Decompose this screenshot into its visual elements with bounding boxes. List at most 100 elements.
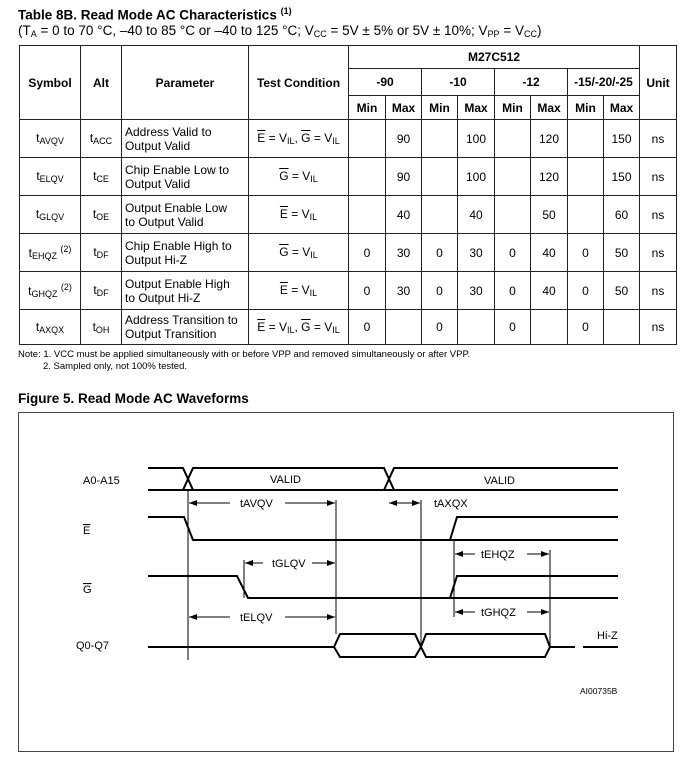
cell-min: [494, 119, 531, 158]
cell-min: 0: [348, 271, 386, 310]
cond-signal: G: [279, 169, 289, 183]
cell-max: 120: [530, 157, 568, 196]
cond-signal: G: [301, 319, 311, 334]
cell-test-condition: E = VIL, G = VIL: [248, 119, 349, 158]
header-max: Max: [603, 95, 640, 120]
cell-symbol: tEHQZ (2): [19, 233, 81, 272]
alt-sub: DF: [96, 288, 109, 298]
table-row: tGHQZ (2) tDF Output Enable High to Output …: [19, 271, 677, 310]
sub-part: A: [30, 29, 37, 39]
cell-min: [567, 195, 604, 234]
sub-part: ): [536, 23, 542, 38]
alt-sub: OE: [96, 212, 110, 222]
cell-max: 50: [530, 195, 568, 234]
alt-sub: CE: [96, 174, 109, 184]
sub-part: = V: [499, 23, 524, 38]
parameter-line: Output Enable Low: [125, 200, 228, 215]
alt-t: t: [93, 245, 97, 259]
sub-part: CC: [313, 29, 327, 39]
cell-max: 40: [385, 195, 422, 234]
g-signal: [148, 575, 618, 599]
signal-label-addr: A0-A15: [83, 475, 120, 487]
hiz-label: Hi-Z: [597, 630, 618, 642]
cond-eq: = V: [287, 207, 310, 221]
cond-eq: = V: [287, 283, 310, 297]
parameter-line: to Output Hi-Z: [125, 290, 201, 305]
symbol-t: t: [28, 246, 32, 260]
alt-t: t: [92, 319, 96, 334]
alt-t: t: [92, 207, 97, 221]
symbol-note: (2): [60, 282, 72, 292]
cell-parameter: Chip Enable Low to Output Valid: [121, 157, 249, 196]
cond-sub: IL: [310, 250, 318, 260]
tglqv-label: tGLQV: [272, 558, 306, 570]
cond-sep: ,: [294, 319, 302, 334]
cond-sub: IL: [309, 212, 318, 222]
parameter-line: Output Valid: [125, 138, 191, 153]
cell-alt: tDF: [80, 271, 122, 310]
tehqz-label: tEHQZ: [481, 549, 515, 561]
cond-sub: IL: [286, 324, 295, 335]
cond-eq: = V: [265, 319, 287, 334]
alt-t: t: [89, 131, 94, 145]
tghqz-label: tGHQZ: [481, 607, 516, 619]
cell-min: 0: [494, 309, 531, 345]
tavqv-label: tAVQV: [240, 498, 273, 510]
cell-min: 0: [567, 233, 604, 272]
parameter-line: Output Enable High: [125, 276, 230, 291]
cond-sep: ,: [294, 131, 302, 145]
alt-t: t: [93, 169, 97, 183]
sub-part: PP: [487, 29, 500, 39]
cond-eq: = V: [310, 319, 333, 334]
valid-label-2: VALID: [484, 475, 515, 487]
cell-max: [385, 309, 422, 345]
cell-unit: ns: [639, 309, 677, 345]
table-title-note: (1): [280, 6, 292, 16]
header-device: M27C512: [348, 45, 640, 69]
signal-label-g: G: [83, 584, 92, 596]
cell-unit: ns: [639, 157, 677, 196]
telqv-label: tELQV: [240, 612, 273, 624]
alt-sub: ACC: [93, 136, 113, 146]
cond-eq: = V: [265, 131, 287, 145]
cell-parameter: Output Enable Low to Output Valid: [121, 195, 249, 234]
cell-test-condition: E = VIL: [248, 271, 349, 310]
header-speed-grade: -15/-20/-25: [567, 68, 640, 96]
signal-label-e: E: [83, 525, 90, 537]
timing-guides: [187, 490, 551, 660]
cell-max: 30: [457, 271, 495, 310]
sub-part: (T: [18, 23, 31, 38]
cond-eq: = V: [288, 169, 311, 183]
cell-test-condition: G = VIL: [248, 157, 349, 196]
parameter-line: Output Valid: [125, 176, 191, 191]
symbol-sub: GLQV: [39, 212, 65, 222]
cond-sub: IL: [332, 324, 340, 335]
table-notes: Note: 1. VCC must be applied simultaneou…: [18, 349, 470, 373]
cond-sub: IL: [332, 136, 340, 146]
cell-test-condition: E = VIL, G = VIL: [248, 309, 349, 345]
cell-alt: tACC: [80, 119, 122, 158]
cell-min: 0: [348, 309, 386, 345]
table-title: Table 8B. Read Mode AC Characteristics (…: [18, 6, 292, 23]
alt-sub: OH: [95, 324, 110, 335]
parameter-line: Output Transition: [125, 327, 217, 341]
cell-max: 90: [385, 119, 422, 158]
note-label: Note:: [18, 349, 41, 360]
table-row: tEHQZ (2) tDF Chip Enable High to Output Hi…: [19, 233, 677, 272]
cell-min: [421, 157, 458, 196]
valid-label-1: VALID: [270, 474, 301, 486]
symbol-sub: ELQV: [39, 174, 64, 184]
figure-frame: [18, 412, 674, 752]
symbol-sub: GHQZ: [31, 289, 58, 299]
symbol-t: t: [36, 169, 40, 183]
cell-max: 30: [457, 233, 495, 272]
cell-max: 60: [603, 195, 640, 234]
cell-min: [567, 119, 604, 158]
table-row: tAXQX tOH Address Transition to Output Tran…: [19, 309, 677, 345]
cell-parameter: Output Enable High to Output Hi-Z: [121, 271, 249, 310]
sub-part: = 0 to 70 °C, –40 to 85 °C or –40 to 125…: [36, 23, 314, 38]
cell-min: 0: [421, 271, 458, 310]
cond-eq: = V: [288, 245, 311, 259]
header-alt: Alt: [80, 45, 122, 120]
